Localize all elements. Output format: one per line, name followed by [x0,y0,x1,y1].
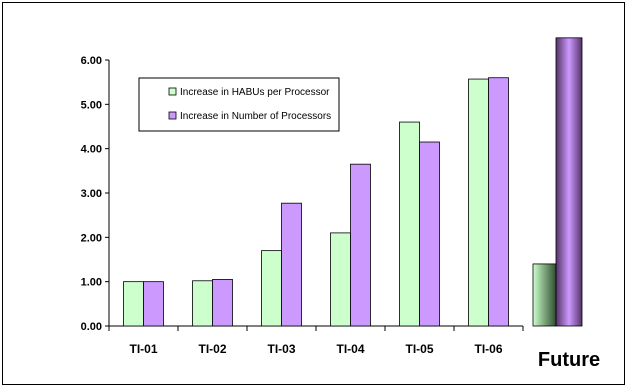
bar-future-habus [532,263,557,327]
legend-swatch [168,111,177,120]
bar-habus-ti-02 [192,280,213,327]
legend-swatch [168,87,177,96]
legend: Increase in HABUs per Processor Increase … [138,77,340,132]
x-axis: TI-01 TI-02 TI-03 TI-04 TI-05 TI-06 [108,325,524,356]
y-tick-label: 6.00 [81,55,102,67]
x-tick-label: TI-04 [336,342,364,356]
x-tick-label: TI-06 [474,342,502,356]
bar-habus-ti-05 [399,121,420,327]
y-tick-label: 2.00 [81,232,102,244]
bar-processors-ti-02 [212,279,233,327]
legend-label: Increase in HABUs per Processor [180,87,330,98]
bar-processors-ti-04 [350,163,371,327]
future-label: Future [538,349,600,371]
legend-box [138,77,340,132]
bar-habus-ti-01 [123,281,144,327]
bar-processors-ti-01 [143,281,164,327]
future-group: Future [532,37,600,371]
x-tick-label: TI-02 [198,342,226,356]
y-tick-label: 0.00 [81,321,102,333]
bar-chart: 0.001.002.003.004.005.006.00 TI-01 TI-02 T… [81,37,600,371]
legend-label: Increase in Number of Processors [180,111,331,122]
y-tick-label: 5.00 [81,99,102,111]
bar-habus-ti-06 [468,78,489,327]
x-tick-label: TI-05 [405,342,433,356]
x-tick-label: TI-01 [129,342,157,356]
y-axis: 0.00 1.00 2.00 3.00 4.00 5.00 6.00 [81,55,110,333]
y-tick-label: 1.00 [81,277,102,289]
y-tick-label: 3.00 [81,188,102,200]
bar-future-processors [555,37,583,327]
chart-frame: 0.00 1.00 2.00 3.00 4.00 5.00 6.00 TI-01 TI-02 T… [2,2,625,385]
bar-processors-ti-05 [419,141,440,327]
y-tick-label: 4.00 [81,144,102,156]
bar-habus-ti-03 [261,250,282,327]
x-tick-label: TI-03 [267,342,295,356]
bar-processors-ti-06 [488,77,509,327]
bars [123,77,509,327]
bar-processors-ti-03 [281,202,302,327]
bar-habus-ti-04 [330,232,351,327]
